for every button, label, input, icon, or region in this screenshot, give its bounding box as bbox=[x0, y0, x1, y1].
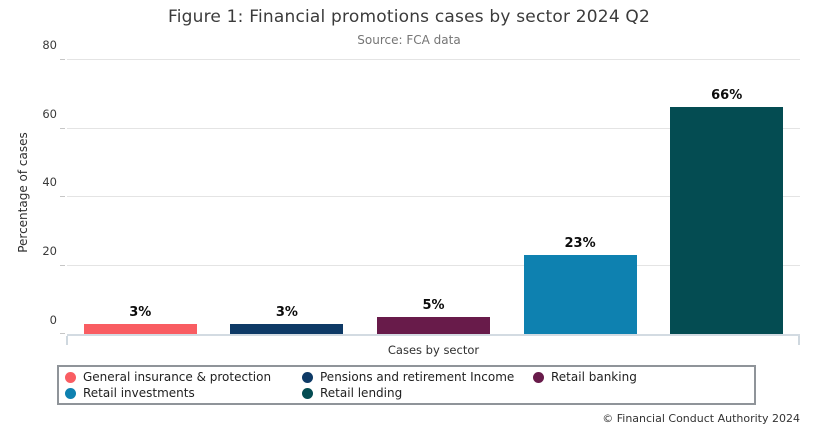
legend-swatch-icon bbox=[65, 387, 76, 399]
bar-value-label: 66% bbox=[711, 88, 743, 103]
legend-label: Retail lending bbox=[320, 386, 403, 400]
legend-item-pensions-and-retirement-income: Pensions and retirement Income bbox=[302, 370, 533, 385]
bar-general-insurance-protection bbox=[83, 324, 197, 334]
legend-item-general-insurance-protection: General insurance & protection bbox=[65, 370, 302, 385]
bar-slot-retail-banking: 5% bbox=[360, 59, 507, 334]
y-tick-label-60: 60 bbox=[42, 107, 57, 121]
legend-label: Retail banking bbox=[551, 370, 637, 384]
bars-layer: 3% 3% 5% 23% 66% bbox=[67, 59, 800, 334]
axis-corner-tick-left bbox=[66, 336, 68, 345]
x-axis-line bbox=[67, 334, 800, 336]
gridline-40 bbox=[67, 196, 800, 197]
legend: General insurance & protection Pensions a… bbox=[57, 365, 756, 405]
legend-swatch-icon bbox=[65, 371, 76, 383]
gridline-60 bbox=[67, 128, 800, 129]
gridline-80 bbox=[67, 59, 800, 60]
legend-label: Pensions and retirement Income bbox=[320, 370, 515, 384]
y-tick-mark-0 bbox=[60, 333, 65, 334]
legend-swatch-icon bbox=[302, 371, 313, 383]
bar-value-label: 3% bbox=[129, 305, 152, 320]
legend-label: Retail investments bbox=[83, 386, 195, 400]
legend-swatch-icon bbox=[302, 387, 313, 399]
axis-corner-tick-right bbox=[798, 336, 800, 345]
chart-subtitle: Source: FCA data bbox=[357, 33, 461, 47]
legend-item-retail-investments: Retail investments bbox=[65, 386, 302, 401]
bar-retail-lending bbox=[670, 107, 784, 334]
bar-retail-investments bbox=[523, 255, 637, 334]
y-tick-label-0: 0 bbox=[49, 313, 57, 327]
bar-pensions-and-retirement-income bbox=[230, 324, 344, 334]
chart-title: Figure 1: Financial promotions cases by … bbox=[167, 7, 651, 27]
legend-swatch-icon bbox=[533, 371, 544, 383]
bar-retail-banking bbox=[376, 317, 490, 334]
bar-slot-pensions-and-retirement-income: 3% bbox=[214, 59, 361, 334]
x-axis-title: Cases by sector bbox=[387, 343, 480, 357]
y-tick-mark-20 bbox=[60, 265, 65, 266]
bar-slot-general-insurance-protection: 3% bbox=[67, 59, 214, 334]
bar-value-label: 23% bbox=[564, 236, 596, 251]
y-tick-label-40: 40 bbox=[42, 175, 57, 189]
legend-item-retail-lending: Retail lending bbox=[302, 386, 533, 401]
bar-value-label: 3% bbox=[275, 305, 298, 320]
copyright-text: © Financial Conduct Authority 2024 bbox=[602, 412, 800, 425]
bar-value-label: 5% bbox=[422, 298, 445, 313]
bar-slot-retail-lending: 66% bbox=[653, 59, 800, 334]
gridline-20 bbox=[67, 265, 800, 266]
plot-area: 0 20 40 60 80 3% 3% 5% 23% 66% bbox=[42, 38, 800, 345]
legend-label: General insurance & protection bbox=[83, 370, 272, 384]
y-tick-mark-60 bbox=[60, 128, 65, 129]
y-tick-mark-80 bbox=[60, 59, 65, 60]
y-tick-label-80: 80 bbox=[42, 38, 57, 52]
y-axis-title: Percentage of cases bbox=[16, 132, 30, 253]
bar-slot-retail-investments: 23% bbox=[507, 59, 654, 334]
y-tick-label-20: 20 bbox=[42, 244, 57, 258]
legend-item-retail-banking: Retail banking bbox=[533, 370, 754, 385]
y-tick-mark-40 bbox=[60, 196, 65, 197]
